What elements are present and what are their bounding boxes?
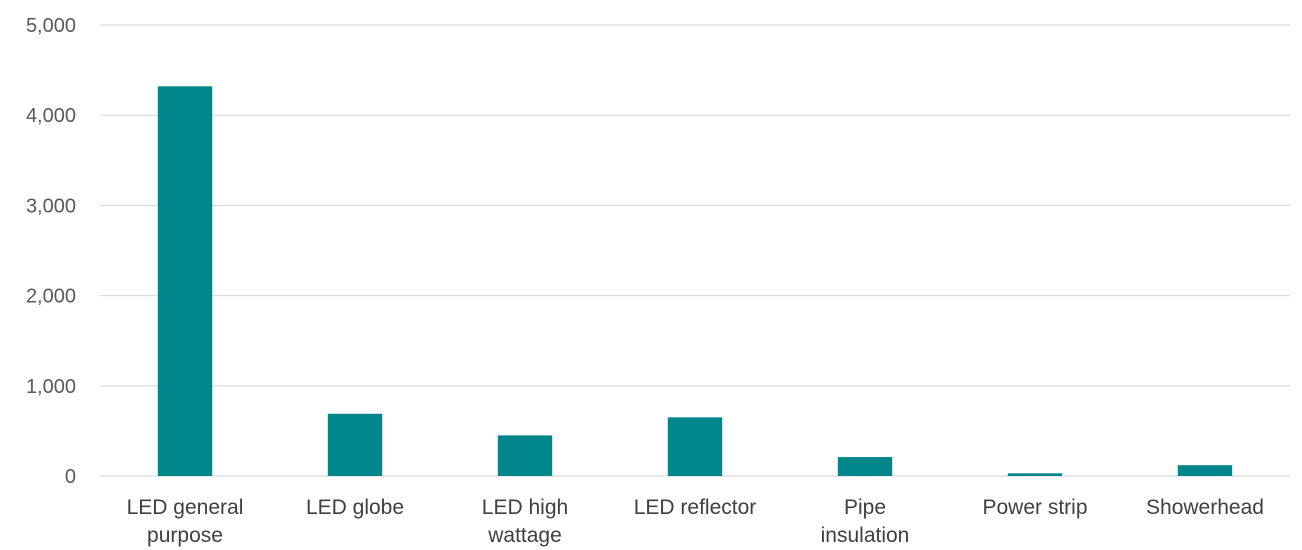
y-tick-label: 4,000 bbox=[26, 105, 76, 127]
bar bbox=[1177, 465, 1233, 476]
x-category-label: Showerhead bbox=[1146, 496, 1264, 519]
y-tick-label: 5,000 bbox=[26, 15, 76, 37]
x-category-label: LED high wattage bbox=[482, 496, 568, 547]
x-category-label-line: Showerhead bbox=[1146, 496, 1264, 519]
x-category-label-line: LED reflector bbox=[634, 496, 757, 519]
y-axis: 0 1,000 2,000 3,000 4,000 5,000 bbox=[26, 15, 76, 488]
x-category-label-line: purpose bbox=[147, 524, 223, 547]
x-category-label-line: LED high bbox=[482, 496, 568, 519]
y-tick-label: 0 bbox=[65, 466, 76, 488]
x-category-label-line: wattage bbox=[487, 524, 562, 547]
bar bbox=[157, 86, 213, 476]
x-category-label: LED general purpose bbox=[127, 496, 244, 547]
gridlines bbox=[100, 24, 1290, 477]
bar bbox=[327, 413, 383, 476]
x-axis: LED general purpose LED globe LED high watta… bbox=[127, 496, 1264, 547]
x-category-label: Pipe insulation bbox=[821, 496, 910, 547]
bar bbox=[667, 417, 723, 476]
x-category-label-line: LED globe bbox=[306, 496, 404, 519]
x-category-label: LED reflector bbox=[634, 496, 757, 519]
x-category-label-line: insulation bbox=[821, 524, 910, 547]
bar bbox=[1007, 473, 1063, 476]
x-category-label-line: Pipe bbox=[844, 496, 886, 519]
bar bbox=[837, 457, 893, 476]
x-category-label-line: LED general bbox=[127, 496, 244, 519]
x-category-label: LED globe bbox=[306, 496, 404, 519]
x-category-label: Power strip bbox=[982, 496, 1087, 519]
y-tick-label: 3,000 bbox=[26, 195, 76, 217]
bar bbox=[497, 435, 553, 476]
y-tick-label: 2,000 bbox=[26, 286, 76, 308]
bars bbox=[157, 86, 1233, 476]
y-tick-label: 1,000 bbox=[26, 376, 76, 398]
x-category-label-line: Power strip bbox=[982, 496, 1087, 519]
